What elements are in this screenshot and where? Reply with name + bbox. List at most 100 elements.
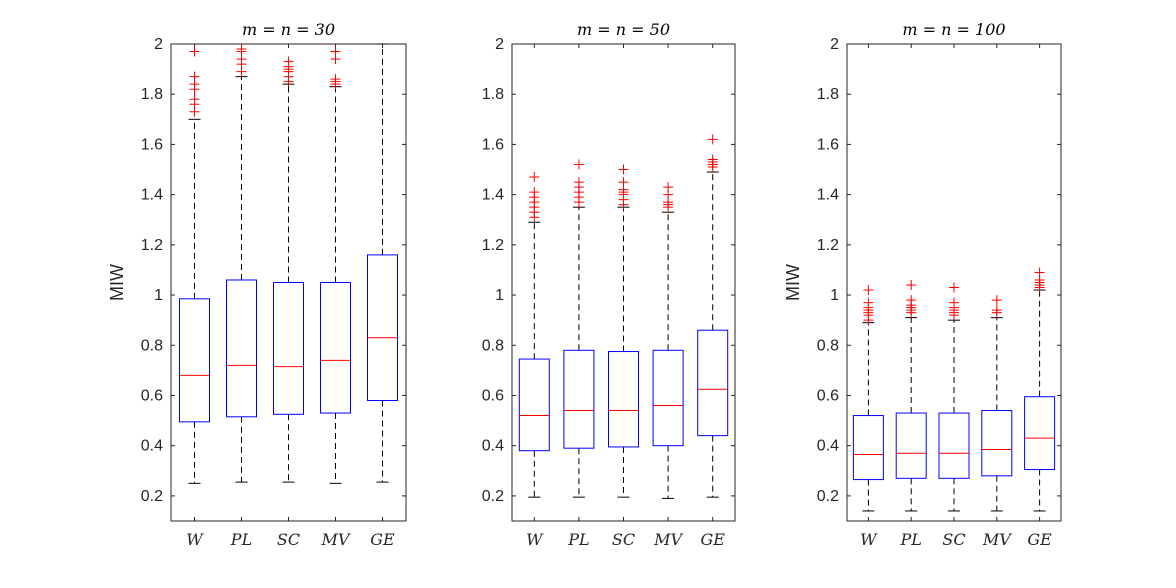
y-tick-label: 1.6 bbox=[141, 136, 163, 153]
outlier-marker bbox=[949, 297, 959, 308]
iqr-box bbox=[938, 412, 970, 479]
x-tick-label: PL bbox=[230, 530, 252, 549]
outlier-marker bbox=[707, 134, 718, 145]
y-tick-label: 1 bbox=[154, 287, 163, 304]
x-tick-label: W bbox=[526, 530, 544, 549]
y-tick-label: 1.8 bbox=[141, 86, 163, 103]
x-tick-label: MV bbox=[653, 530, 683, 549]
outlier-marker bbox=[863, 297, 874, 308]
y-tick-label: 1.2 bbox=[141, 237, 163, 254]
outlier-marker bbox=[330, 46, 341, 57]
box-GE bbox=[697, 134, 729, 498]
y-tick-label: 1 bbox=[830, 287, 839, 304]
x-tick-label: MV bbox=[982, 530, 1012, 549]
box-PL bbox=[895, 280, 927, 512]
y-tick-label: 0.2 bbox=[817, 488, 839, 505]
y-tick-label: 1.4 bbox=[482, 187, 504, 204]
x-tick-label: SC bbox=[612, 530, 635, 549]
x-tick-label: MV bbox=[321, 530, 351, 549]
outlier-marker bbox=[618, 164, 629, 175]
iqr-box bbox=[652, 349, 684, 447]
box-MV bbox=[652, 182, 684, 499]
box-GE bbox=[1024, 267, 1056, 512]
y-tick-label: 1.8 bbox=[482, 86, 504, 103]
panel-title: m = n = 100 bbox=[902, 20, 1005, 39]
y-tick-label: 1.2 bbox=[482, 237, 504, 254]
outlier-marker bbox=[529, 187, 540, 198]
y-tick-label: 1 bbox=[495, 287, 504, 304]
outlier-marker bbox=[573, 159, 584, 170]
outlier-marker bbox=[618, 177, 629, 188]
y-tick-label: 2 bbox=[154, 36, 163, 53]
box-W bbox=[179, 46, 210, 484]
box-W bbox=[518, 172, 550, 498]
outlier-marker bbox=[991, 295, 1002, 306]
box-SC bbox=[608, 164, 639, 498]
outlier-marker bbox=[189, 46, 200, 57]
outlier-marker bbox=[991, 305, 1002, 316]
panel-title: m = n = 50 bbox=[577, 20, 670, 39]
iqr-box bbox=[563, 349, 595, 449]
y-tick-label: 0.6 bbox=[141, 387, 163, 404]
iqr-box bbox=[226, 279, 257, 418]
outlier-marker bbox=[663, 182, 674, 193]
y-tick-label: 0.4 bbox=[817, 438, 839, 455]
outlier-marker bbox=[707, 154, 718, 165]
iqr-box bbox=[179, 298, 210, 423]
x-tick-label: SC bbox=[277, 530, 300, 549]
y-axis-label: MIW bbox=[107, 264, 127, 301]
y-tick-label: 0.8 bbox=[482, 337, 504, 354]
iqr-box bbox=[895, 412, 927, 479]
y-tick-label: 0.2 bbox=[141, 488, 163, 505]
x-tick-label: PL bbox=[900, 530, 922, 549]
y-tick-label: 1.4 bbox=[817, 187, 839, 204]
outlier-marker bbox=[863, 285, 874, 296]
panel-3: m = n = 100 0.2 0.4 0.6 0.8 1 1.2 1.4 1.6 1.8 2 MIW… bbox=[783, 20, 1062, 549]
box-MV bbox=[981, 295, 1013, 512]
panel-2: m = n = 50 0.2 0.4 0.6 0.8 1 1.2 1.4 1.6 1.8 2 W PL S… bbox=[482, 20, 736, 549]
x-tick-label: SC bbox=[942, 530, 965, 549]
box-SC bbox=[273, 56, 304, 483]
y-tick-label: 2 bbox=[830, 36, 839, 53]
iqr-box bbox=[367, 254, 398, 401]
box-MV bbox=[320, 46, 351, 484]
y-tick-label: 0.4 bbox=[141, 438, 163, 455]
x-tick-label: GE bbox=[370, 530, 395, 549]
iqr-box bbox=[697, 329, 729, 437]
y-tick-label: 0.6 bbox=[482, 387, 504, 404]
y-tick-label: 2 bbox=[495, 36, 504, 53]
outlier-marker bbox=[1034, 267, 1045, 278]
outlier-marker bbox=[189, 94, 200, 105]
iqr-box bbox=[1024, 396, 1056, 471]
iqr-box bbox=[518, 358, 550, 452]
outlier-marker bbox=[283, 56, 294, 67]
y-tick-label: 1.8 bbox=[817, 86, 839, 103]
box-PL bbox=[226, 44, 257, 483]
outlier-marker bbox=[189, 71, 200, 82]
y-tick-label: 1.4 bbox=[141, 187, 163, 204]
iqr-box bbox=[273, 282, 304, 415]
x-tick-label: W bbox=[186, 530, 204, 549]
x-tick-label: GE bbox=[1027, 530, 1052, 549]
iqr-box bbox=[608, 351, 639, 448]
y-tick-label: 1.6 bbox=[482, 136, 504, 153]
y-tick-label: 0.8 bbox=[141, 337, 163, 354]
panel-1: m = n = 30 0.2 0.4 0.6 0.8 1 1.2 1.4 1.6 1.8 2 MIW W… bbox=[107, 20, 407, 549]
outlier-marker bbox=[236, 44, 247, 55]
iqr-box bbox=[852, 415, 884, 481]
box-SC bbox=[938, 282, 970, 512]
box-GE bbox=[367, 43, 398, 483]
outlier-marker bbox=[573, 177, 584, 188]
y-tick-label: 0.6 bbox=[817, 387, 839, 404]
y-axis-label: MIW bbox=[783, 264, 803, 301]
y-tick-label: 1.6 bbox=[817, 136, 839, 153]
outlier-marker bbox=[906, 295, 917, 306]
panel-title: m = n = 30 bbox=[242, 20, 335, 39]
box-W bbox=[852, 285, 884, 512]
x-tick-label: GE bbox=[700, 530, 725, 549]
x-tick-label: W bbox=[860, 530, 878, 549]
y-tick-label: 0.8 bbox=[817, 337, 839, 354]
axes-frame bbox=[846, 43, 1062, 522]
box-PL bbox=[563, 159, 595, 498]
